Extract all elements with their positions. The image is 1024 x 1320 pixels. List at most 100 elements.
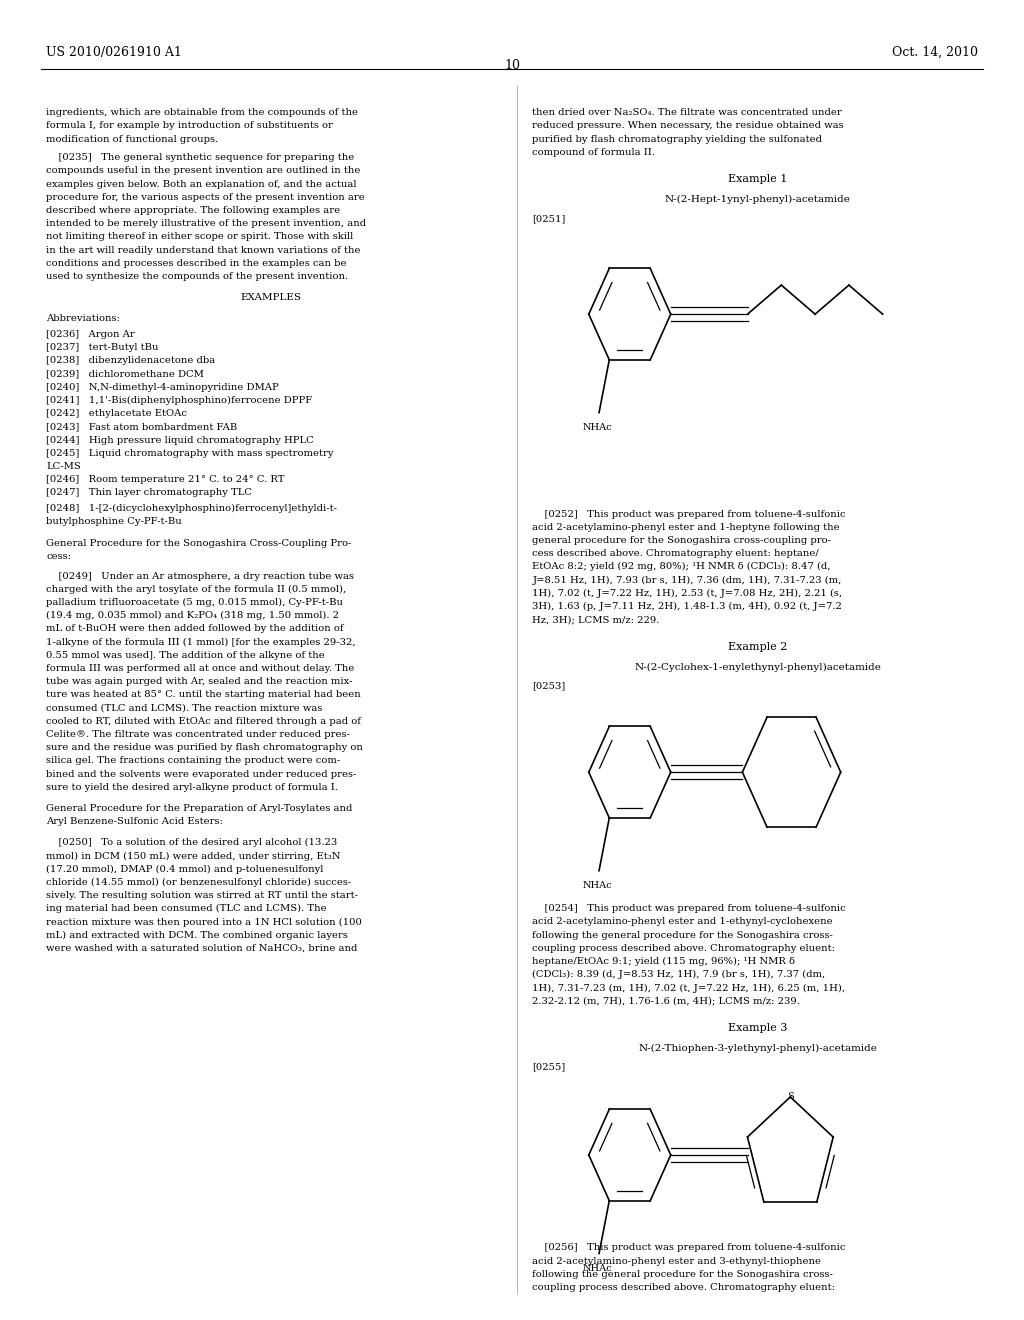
Text: Aryl Benzene-Sulfonic Acid Esters:: Aryl Benzene-Sulfonic Acid Esters: (46, 817, 223, 826)
Text: J=8.51 Hz, 1H), 7.93 (br s, 1H), 7.36 (dm, 1H), 7.31-7.23 (m,: J=8.51 Hz, 1H), 7.93 (br s, 1H), 7.36 (d… (532, 576, 842, 585)
Text: reduced pressure. When necessary, the residue obtained was: reduced pressure. When necessary, the re… (532, 121, 844, 131)
Text: [0240]   N,N-dimethyl-4-aminopyridine DMAP: [0240] N,N-dimethyl-4-aminopyridine DMAP (46, 383, 279, 392)
Text: coupling process described above. Chromatography eluent:: coupling process described above. Chroma… (532, 1283, 836, 1292)
Text: (19.4 mg, 0.035 mmol) and K₂PO₄ (318 mg, 1.50 mmol). 2: (19.4 mg, 0.035 mmol) and K₂PO₄ (318 mg,… (46, 611, 339, 620)
Text: then dried over Na₂SO₄. The filtrate was concentrated under: then dried over Na₂SO₄. The filtrate was… (532, 108, 842, 117)
Text: [0252]   This product was prepared from toluene-4-sulfonic: [0252] This product was prepared from to… (532, 510, 846, 519)
Text: [0255]: [0255] (532, 1063, 565, 1072)
Text: [0254]   This product was prepared from toluene-4-sulfonic: [0254] This product was prepared from to… (532, 904, 846, 913)
Text: acid 2-acetylamino-phenyl ester and 3-ethynyl-thiophene: acid 2-acetylamino-phenyl ester and 3-et… (532, 1257, 821, 1266)
Text: [0241]   1,1'-Bis(diphenylphosphino)ferrocene DPPF: [0241] 1,1'-Bis(diphenylphosphino)ferroc… (46, 396, 312, 405)
Text: 1H), 7.02 (t, J=7.22 Hz, 1H), 2.53 (t, J=7.08 Hz, 2H), 2.21 (s,: 1H), 7.02 (t, J=7.22 Hz, 1H), 2.53 (t, J… (532, 589, 843, 598)
Text: EtOAc 8:2; yield (92 mg, 80%); ¹H NMR δ (CDCl₃): 8.47 (d,: EtOAc 8:2; yield (92 mg, 80%); ¹H NMR δ … (532, 562, 831, 572)
Text: Oct. 14, 2010: Oct. 14, 2010 (892, 46, 978, 59)
Text: following the general procedure for the Sonogashira cross-: following the general procedure for the … (532, 1270, 834, 1279)
Text: Example 1: Example 1 (728, 174, 787, 185)
Text: [0247]   Thin layer chromatography TLC: [0247] Thin layer chromatography TLC (46, 488, 252, 498)
Text: 3H), 1.63 (p, J=7.11 Hz, 2H), 1.48-1.3 (m, 4H), 0.92 (t, J=7.2: 3H), 1.63 (p, J=7.11 Hz, 2H), 1.48-1.3 (… (532, 602, 843, 611)
Text: [0256]   This product was prepared from toluene-4-sulfonic: [0256] This product was prepared from to… (532, 1243, 846, 1253)
Text: 2.32-2.12 (m, 7H), 1.76-1.6 (m, 4H); LCMS m/z: 239.: 2.32-2.12 (m, 7H), 1.76-1.6 (m, 4H); LCM… (532, 997, 801, 1006)
Text: purified by flash chromatography yielding the sulfonated: purified by flash chromatography yieldin… (532, 135, 822, 144)
Text: Hz, 3H); LCMS m/z: 229.: Hz, 3H); LCMS m/z: 229. (532, 615, 659, 624)
Text: LC-MS: LC-MS (46, 462, 81, 471)
Text: [0237]   tert-Butyl tBu: [0237] tert-Butyl tBu (46, 343, 159, 352)
Text: mL of t-BuOH were then added followed by the addition of: mL of t-BuOH were then added followed by… (46, 624, 344, 634)
Text: (17.20 mmol), DMAP (0.4 mmol) and p-toluenesulfonyl: (17.20 mmol), DMAP (0.4 mmol) and p-tolu… (46, 865, 324, 874)
Text: general procedure for the Sonogashira cross-coupling pro-: general procedure for the Sonogashira cr… (532, 536, 831, 545)
Text: consumed (TLC and LCMS). The reaction mixture was: consumed (TLC and LCMS). The reaction mi… (46, 704, 323, 713)
Text: [0239]   dichloromethane DCM: [0239] dichloromethane DCM (46, 370, 204, 379)
Text: [0238]   dibenzylidenacetone dba: [0238] dibenzylidenacetone dba (46, 356, 215, 366)
Text: N-(2-Cyclohex-1-enylethynyl-phenyl)acetamide: N-(2-Cyclohex-1-enylethynyl-phenyl)aceta… (634, 663, 882, 672)
Text: cooled to RT, diluted with EtOAc and filtered through a pad of: cooled to RT, diluted with EtOAc and fil… (46, 717, 361, 726)
Text: Abbreviations:: Abbreviations: (46, 314, 120, 323)
Text: mmol) in DCM (150 mL) were added, under stirring, Et₃N: mmol) in DCM (150 mL) were added, under … (46, 851, 341, 861)
Text: conditions and processes described in the examples can be: conditions and processes described in th… (46, 259, 346, 268)
Text: [0235]   The general synthetic sequence for preparing the: [0235] The general synthetic sequence fo… (46, 153, 354, 162)
Text: coupling process described above. Chromatography eluent:: coupling process described above. Chroma… (532, 944, 836, 953)
Text: charged with the aryl tosylate of the formula II (0.5 mmol),: charged with the aryl tosylate of the fo… (46, 585, 346, 594)
Text: heptane/EtOAc 9:1; yield (115 mg, 96%); ¹H NMR δ: heptane/EtOAc 9:1; yield (115 mg, 96%); … (532, 957, 796, 966)
Text: ingredients, which are obtainable from the compounds of the: ingredients, which are obtainable from t… (46, 108, 358, 117)
Text: reaction mixture was then poured into a 1N HCl solution (100: reaction mixture was then poured into a … (46, 917, 361, 927)
Text: intended to be merely illustrative of the present invention, and: intended to be merely illustrative of th… (46, 219, 367, 228)
Text: Celite®. The filtrate was concentrated under reduced pres-: Celite®. The filtrate was concentrated u… (46, 730, 350, 739)
Text: bined and the solvents were evaporated under reduced pres-: bined and the solvents were evaporated u… (46, 770, 356, 779)
Text: 1-alkyne of the formula III (1 mmol) [for the examples 29-32,: 1-alkyne of the formula III (1 mmol) [fo… (46, 638, 355, 647)
Text: modification of functional groups.: modification of functional groups. (46, 135, 218, 144)
Text: described where appropriate. The following examples are: described where appropriate. The followi… (46, 206, 340, 215)
Text: compound of formula II.: compound of formula II. (532, 148, 655, 157)
Text: EXAMPLES: EXAMPLES (241, 293, 302, 302)
Text: cess:: cess: (46, 552, 71, 561)
Text: NHAc: NHAc (583, 882, 611, 890)
Text: not limiting thereof in either scope or spirit. Those with skill: not limiting thereof in either scope or … (46, 232, 353, 242)
Text: formula III was performed all at once and without delay. The: formula III was performed all at once an… (46, 664, 354, 673)
Text: N-(2-Hept-1ynyl-phenyl)-acetamide: N-(2-Hept-1ynyl-phenyl)-acetamide (665, 195, 851, 205)
Text: ture was heated at 85° C. until the starting material had been: ture was heated at 85° C. until the star… (46, 690, 360, 700)
Text: (CDCl₃): 8.39 (d, J=8.53 Hz, 1H), 7.9 (br s, 1H), 7.37 (dm,: (CDCl₃): 8.39 (d, J=8.53 Hz, 1H), 7.9 (b… (532, 970, 825, 979)
Text: ing material had been consumed (TLC and LCMS). The: ing material had been consumed (TLC and … (46, 904, 327, 913)
Text: [0251]: [0251] (532, 214, 566, 223)
Text: N-(2-Thiophen-3-ylethynyl-phenyl)-acetamide: N-(2-Thiophen-3-ylethynyl-phenyl)-acetam… (638, 1044, 878, 1053)
Text: [0243]   Fast atom bombardment FAB: [0243] Fast atom bombardment FAB (46, 422, 238, 432)
Text: 10: 10 (504, 59, 520, 73)
Text: formula I, for example by introduction of substituents or: formula I, for example by introduction o… (46, 121, 333, 131)
Text: [0248]   1-[2-(dicyclohexylphosphino)ferrocenyl]ethyldi-t-: [0248] 1-[2-(dicyclohexylphosphino)ferro… (46, 504, 337, 513)
Text: 1H), 7.31-7.23 (m, 1H), 7.02 (t, J=7.22 Hz, 1H), 6.25 (m, 1H),: 1H), 7.31-7.23 (m, 1H), 7.02 (t, J=7.22 … (532, 983, 846, 993)
Text: [0236]   Argon Ar: [0236] Argon Ar (46, 330, 135, 339)
Text: sure to yield the desired aryl-alkyne product of formula I.: sure to yield the desired aryl-alkyne pr… (46, 783, 338, 792)
Text: used to synthesize the compounds of the present invention.: used to synthesize the compounds of the … (46, 272, 348, 281)
Text: [0250]   To a solution of the desired aryl alcohol (13.23: [0250] To a solution of the desired aryl… (46, 838, 337, 847)
Text: NHAc: NHAc (583, 424, 611, 432)
Text: silica gel. The fractions containing the product were com-: silica gel. The fractions containing the… (46, 756, 340, 766)
Text: [0253]: [0253] (532, 681, 565, 690)
Text: palladium trifluoroacetate (5 mg, 0.015 mmol), Cy-PF-t-Bu: palladium trifluoroacetate (5 mg, 0.015 … (46, 598, 343, 607)
Text: compounds useful in the present invention are outlined in the: compounds useful in the present inventio… (46, 166, 360, 176)
Text: [0244]   High pressure liquid chromatography HPLC: [0244] High pressure liquid chromatograp… (46, 436, 313, 445)
Text: tube was again purged with Ar, sealed and the reaction mix-: tube was again purged with Ar, sealed an… (46, 677, 352, 686)
Text: sure and the residue was purified by flash chromatography on: sure and the residue was purified by fla… (46, 743, 362, 752)
Text: NHAc: NHAc (583, 1265, 611, 1272)
Text: butylphosphine Cy-PF-t-Bu: butylphosphine Cy-PF-t-Bu (46, 517, 182, 527)
Text: [0249]   Under an Ar atmosphere, a dry reaction tube was: [0249] Under an Ar atmosphere, a dry rea… (46, 572, 354, 581)
Text: S: S (787, 1093, 794, 1101)
Text: 0.55 mmol was used]. The addition of the alkyne of the: 0.55 mmol was used]. The addition of the… (46, 651, 325, 660)
Text: following the general procedure for the Sonogashira cross-: following the general procedure for the … (532, 931, 834, 940)
Text: examples given below. Both an explanation of, and the actual: examples given below. Both an explanatio… (46, 180, 356, 189)
Text: were washed with a saturated solution of NaHCO₃, brine and: were washed with a saturated solution of… (46, 944, 357, 953)
Text: [0246]   Room temperature 21° C. to 24° C. RT: [0246] Room temperature 21° C. to 24° C.… (46, 475, 285, 484)
Text: General Procedure for the Preparation of Aryl-Tosylates and: General Procedure for the Preparation of… (46, 804, 352, 813)
Text: sively. The resulting solution was stirred at RT until the start-: sively. The resulting solution was stirr… (46, 891, 358, 900)
Text: mL) and extracted with DCM. The combined organic layers: mL) and extracted with DCM. The combined… (46, 931, 348, 940)
Text: General Procedure for the Sonogashira Cross-Coupling Pro-: General Procedure for the Sonogashira Cr… (46, 539, 351, 548)
Text: [0245]   Liquid chromatography with mass spectrometry: [0245] Liquid chromatography with mass s… (46, 449, 334, 458)
Text: [0242]   ethylacetate EtOAc: [0242] ethylacetate EtOAc (46, 409, 187, 418)
Text: cess described above. Chromatography eluent: heptane/: cess described above. Chromatography elu… (532, 549, 819, 558)
Text: acid 2-acetylamino-phenyl ester and 1-heptyne following the: acid 2-acetylamino-phenyl ester and 1-he… (532, 523, 840, 532)
Text: Example 3: Example 3 (728, 1023, 787, 1034)
Text: in the art will readily understand that known variations of the: in the art will readily understand that … (46, 246, 360, 255)
Text: Example 2: Example 2 (728, 642, 787, 652)
Text: acid 2-acetylamino-phenyl ester and 1-ethynyl-cyclohexene: acid 2-acetylamino-phenyl ester and 1-et… (532, 917, 834, 927)
Text: chloride (14.55 mmol) (or benzenesulfonyl chloride) succes-: chloride (14.55 mmol) (or benzenesulfony… (46, 878, 351, 887)
Text: procedure for, the various aspects of the present invention are: procedure for, the various aspects of th… (46, 193, 365, 202)
